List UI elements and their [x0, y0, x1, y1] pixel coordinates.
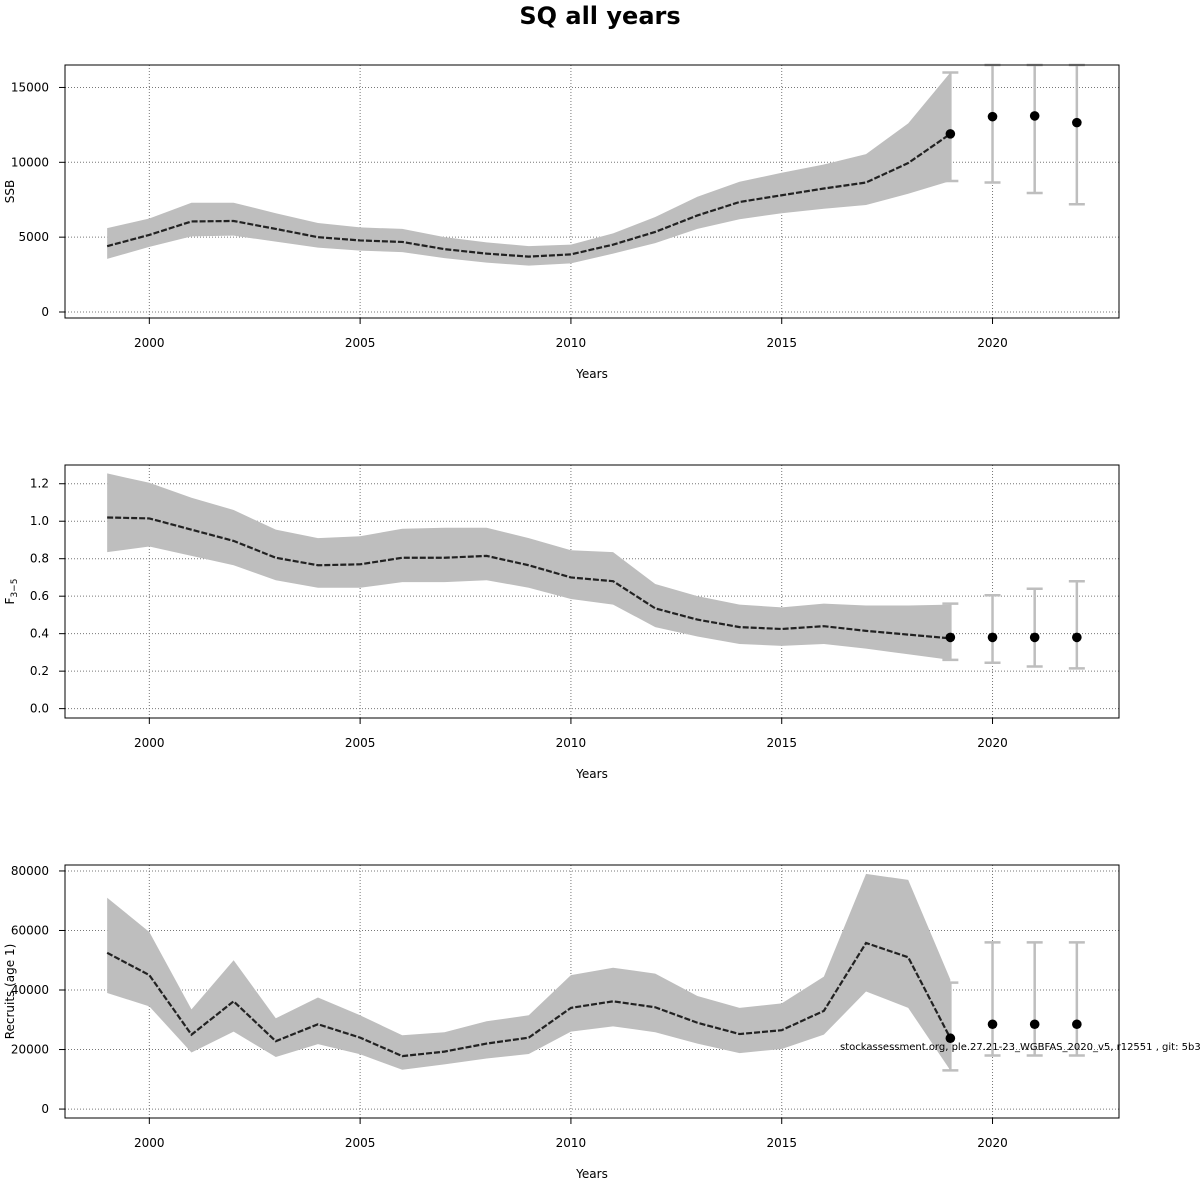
y-tick-label: 60000	[11, 923, 49, 937]
ssb-panel: 2000 2005 2010 2015 2020 0 5000 10000 15000 Years…	[3, 63, 1120, 381]
y-tick-label: 0.8	[30, 552, 49, 566]
y-tick-label: 1.0	[30, 514, 49, 528]
ssb-forecast-point	[987, 111, 998, 122]
x-tick-label: 2010	[556, 336, 587, 350]
y-axis-label: SSB	[3, 180, 17, 203]
x-tick-label: 2000	[134, 736, 165, 750]
ssb-estimate-line	[106, 132, 951, 258]
x-tick-label: 2010	[556, 736, 587, 750]
plot-frame	[64, 864, 1120, 1119]
x-tick-label: 2005	[345, 736, 376, 750]
f-estimate-line	[107, 516, 951, 640]
f-forecast-point	[1072, 632, 1082, 643]
x-tick-label: 2020	[977, 336, 1008, 350]
y-tick-label: 0	[41, 1102, 49, 1116]
x-tick-label: 2020	[977, 1136, 1008, 1150]
chart-title: SQ all years	[519, 2, 681, 30]
x-tick-label: 2015	[766, 736, 797, 750]
y-tick-label: 5000	[18, 230, 49, 244]
f-panel: 2000 2005 2010 2015 2020 0.0 0.2 0.4 0.6 0.8 1.0 1.…	[3, 464, 1120, 781]
y-tick-label: 15000	[11, 80, 49, 94]
plot-frame	[64, 64, 1120, 319]
recruits-confidence-band	[107, 873, 951, 1071]
x-tick-label: 2005	[345, 336, 376, 350]
x-tick-label: 2005	[345, 1136, 376, 1150]
footnote: stockassessment.org, ple.27.21-23_WGBFAS…	[840, 1042, 1200, 1053]
y-tick-label: 40000	[11, 983, 49, 997]
recruits-estimate-line	[106, 941, 952, 1058]
y-tick-label: 0.2	[30, 664, 49, 678]
recruits-panel: 2000 2005 2010 2015 2020 0 20000 40000 60000 8000…	[3, 864, 1120, 1181]
recruits-forecast-point	[1072, 1019, 1082, 1030]
x-tick-label: 2000	[134, 1136, 165, 1150]
y-tick-label: 1.2	[30, 477, 49, 491]
y-tick-label: 0.4	[30, 627, 49, 641]
x-tick-label: 2020	[977, 736, 1008, 750]
y-tick-label: 0.6	[30, 589, 49, 603]
f-forecast-point	[987, 632, 998, 643]
ssb-forecast-point	[1072, 117, 1082, 128]
y-tick-label: 80000	[11, 864, 49, 878]
y-axis-label: Recruits (age 1)	[3, 944, 17, 1040]
ssb-forecast-point	[945, 129, 956, 139]
x-tick-label: 2015	[766, 1136, 797, 1150]
ssb-confidence-band	[107, 72, 951, 266]
recruits-forecast-point	[1029, 1019, 1040, 1030]
y-axis-label-subscript: 3−5	[10, 579, 20, 598]
x-tick-label: 2010	[556, 1136, 587, 1150]
f-confidence-band	[107, 473, 951, 660]
f-forecast-point	[945, 632, 956, 643]
x-axis-label: Years	[575, 1167, 608, 1181]
y-tick-label: 0	[41, 305, 49, 319]
y-tick-label: 10000	[11, 155, 49, 169]
x-tick-label: 2000	[134, 336, 165, 350]
plot-frame	[64, 464, 1120, 719]
ssb-forecast-point	[1029, 111, 1040, 121]
x-axis-label: Years	[575, 367, 608, 381]
x-axis-label: Years	[575, 767, 608, 781]
f-forecast-point	[1029, 632, 1040, 643]
recruits-forecast-point	[945, 1033, 956, 1044]
recruits-forecast-point	[987, 1019, 998, 1030]
x-tick-label: 2015	[766, 336, 797, 350]
y-axis-label: F3−5	[3, 579, 20, 605]
y-tick-label: 0.0	[30, 702, 49, 716]
y-tick-label: 20000	[11, 1043, 49, 1057]
